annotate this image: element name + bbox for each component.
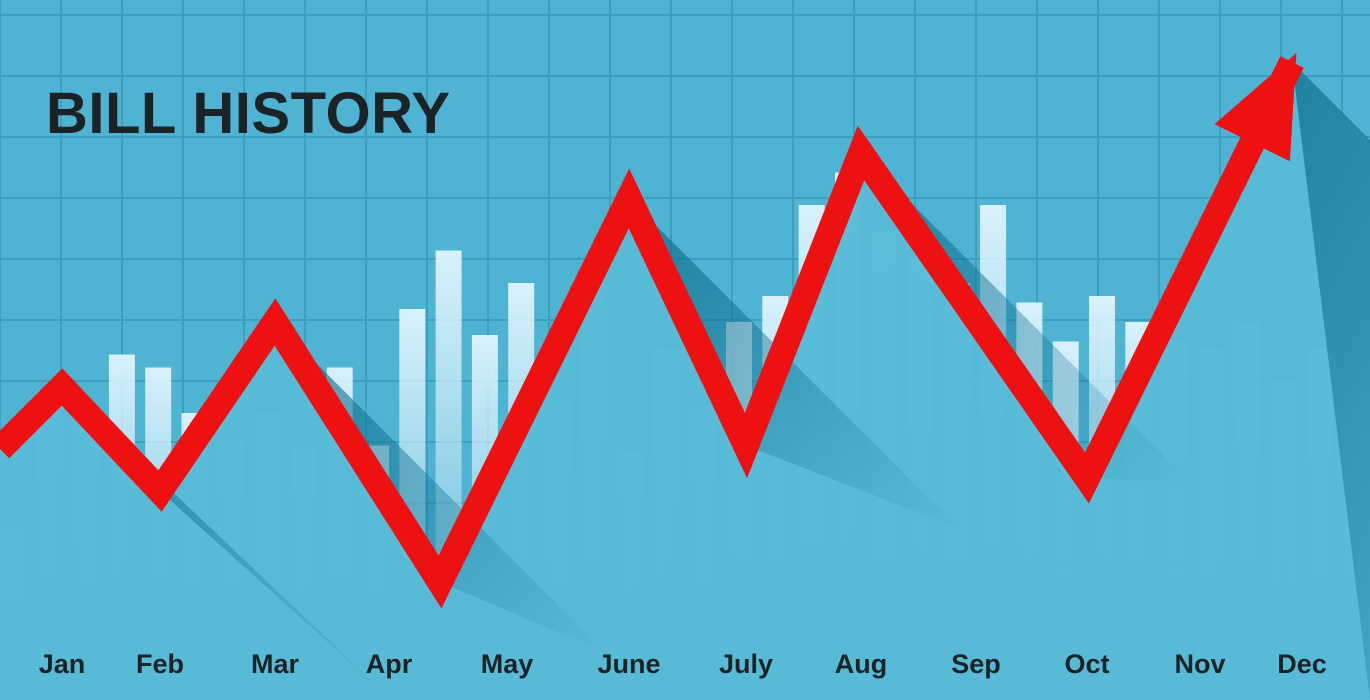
trend-point (160, 491, 161, 492)
x-tick-label: Jan (39, 649, 86, 679)
trend-point (629, 198, 630, 199)
x-tick-label: Mar (251, 649, 300, 679)
chart-title: BILL HISTORY (46, 80, 451, 147)
trend-point (1087, 478, 1088, 479)
trend-point (861, 153, 862, 154)
trend-point (746, 445, 747, 446)
x-tick-label: Oct (1064, 649, 1109, 679)
trend-point (62, 387, 63, 388)
x-tick-label: Apr (366, 649, 413, 679)
x-tick-label: Nov (1174, 649, 1225, 679)
x-tick-label: Feb (136, 649, 184, 679)
x-tick-label: Aug (835, 649, 887, 679)
trend-point (440, 582, 441, 583)
x-tick-label: May (481, 649, 534, 679)
x-tick-label: Dec (1277, 649, 1327, 679)
x-tick-label: Sep (951, 649, 1001, 679)
trend-point (275, 322, 276, 323)
x-tick-label: July (719, 649, 773, 679)
x-tick-label: June (597, 649, 660, 679)
